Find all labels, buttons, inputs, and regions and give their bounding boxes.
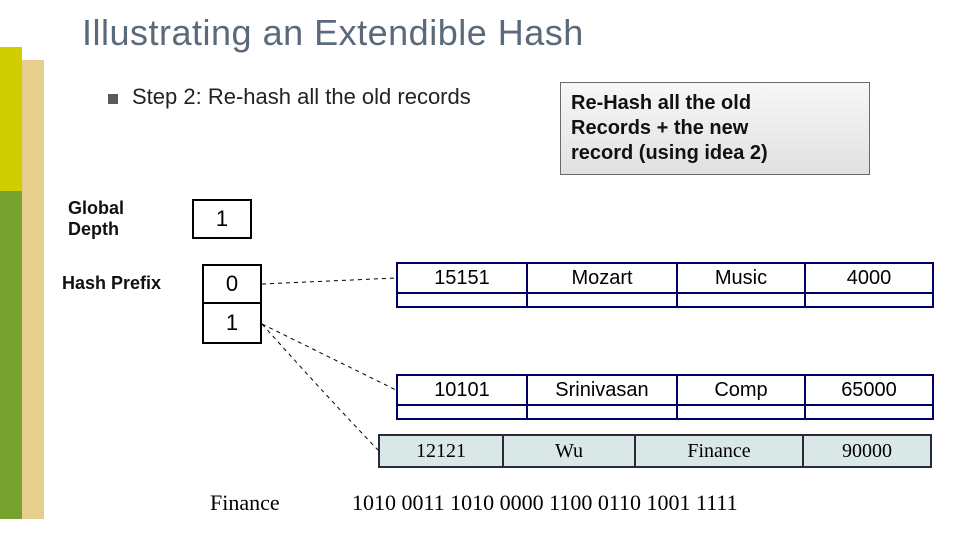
record-cell-empty bbox=[806, 406, 934, 420]
screenshot-cell: Wu bbox=[504, 434, 636, 468]
sidebar-accent bbox=[22, 60, 44, 519]
callout-box: Re-Hash all the old Records + the new re… bbox=[560, 82, 870, 175]
label-line: Depth bbox=[68, 219, 124, 240]
record-cell: Srinivasan bbox=[528, 374, 678, 406]
global-depth-box: 1 bbox=[192, 199, 252, 239]
global-depth-label: Global Depth bbox=[68, 198, 124, 240]
record-cell-empty bbox=[396, 294, 528, 308]
record-cell: 10101 bbox=[396, 374, 528, 406]
record-cell: Music bbox=[678, 262, 806, 294]
screenshot-cell: 90000 bbox=[804, 434, 932, 468]
bullet-text: Step 2: Re-hash all the old records bbox=[132, 84, 471, 110]
prefix-box-0: 0 bbox=[202, 264, 262, 304]
footer-key-label: Finance bbox=[210, 490, 280, 516]
screenshot-cell: 12121 bbox=[378, 434, 504, 468]
record-cell-empty bbox=[806, 294, 934, 308]
hash-prefix-label: Hash Prefix bbox=[62, 273, 161, 294]
screenshot-cell: Finance bbox=[636, 434, 804, 468]
record-cell-empty bbox=[528, 406, 678, 420]
footer-bits: 1010 0011 1010 0000 1100 0110 1001 1111 bbox=[352, 490, 738, 516]
record-cell-empty bbox=[678, 406, 806, 420]
record-cell: Mozart bbox=[528, 262, 678, 294]
record-cell: 4000 bbox=[806, 262, 934, 294]
callout-line: record (using idea 2) bbox=[571, 141, 859, 166]
slide-title: Illustrating an Extendible Hash bbox=[82, 12, 584, 54]
record-cell-empty bbox=[678, 294, 806, 308]
bullet-icon bbox=[108, 94, 118, 104]
sidebar-accent bbox=[0, 47, 22, 191]
sidebar-accent bbox=[0, 191, 22, 519]
record-cell: 65000 bbox=[806, 374, 934, 406]
record-cell: Comp bbox=[678, 374, 806, 406]
callout-line: Records + the new bbox=[571, 116, 859, 141]
record-cell: 15151 bbox=[396, 262, 528, 294]
prefix-box-1: 1 bbox=[202, 304, 262, 344]
label-line: Global bbox=[68, 198, 124, 219]
record-cell-empty bbox=[396, 406, 528, 420]
callout-line: Re-Hash all the old bbox=[571, 91, 859, 116]
record-cell-empty bbox=[528, 294, 678, 308]
